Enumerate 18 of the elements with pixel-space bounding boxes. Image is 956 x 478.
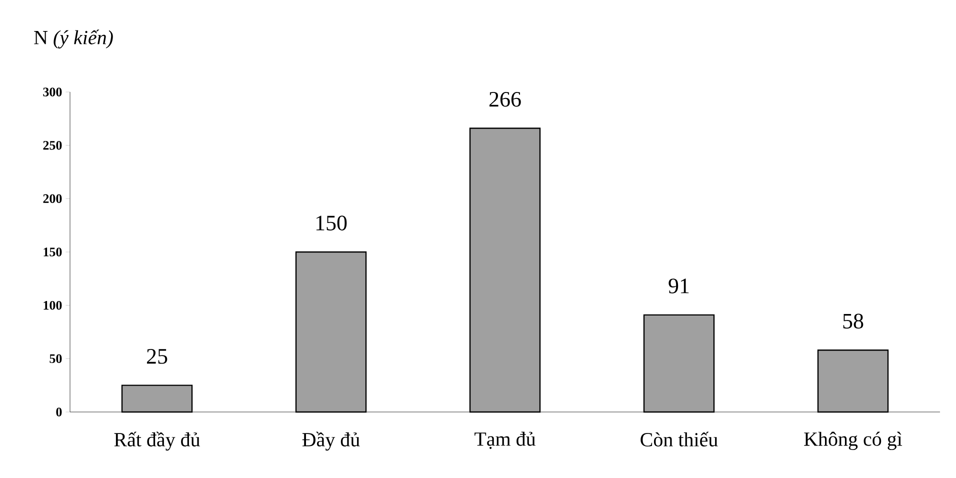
y-tick-label: 250 [43,140,62,150]
y-tick-label: 0 [56,408,62,416]
y-tick-label: 100 [44,300,62,310]
y-axis-title: N (ý kiến) [34,30,113,48]
x-tick-label: Còn thiếu [640,432,718,446]
data-label: 150 [316,216,347,230]
y-tick-label: 300 [43,88,62,96]
data-label: 25 [146,349,168,364]
x-tick-label: Không có gì [804,432,902,450]
x-tick-label: Rất đầy đủ [114,432,200,451]
x-tick-label: Đầy đủ [302,432,360,451]
x-tick-label: Tạm đủ [474,432,536,449]
y-tick-label: 200 [43,194,62,204]
data-label: 58 [843,314,864,329]
y-tick-label: 50 [50,354,62,364]
y-tick-label: 150 [44,248,62,256]
data-label: 91 [668,278,689,294]
data-label: 266 [489,92,521,107]
